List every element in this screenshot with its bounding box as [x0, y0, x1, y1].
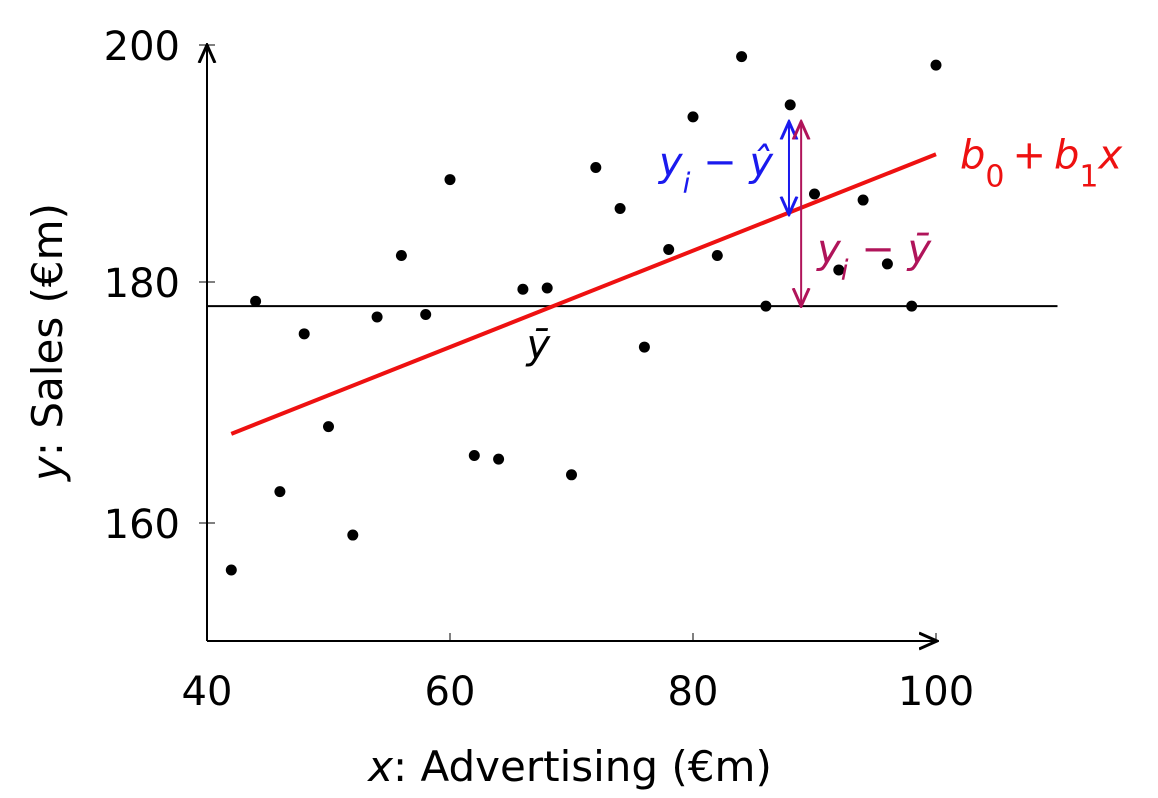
data-point — [881, 258, 893, 270]
data-point — [614, 202, 626, 214]
data-point — [298, 328, 310, 340]
x-tick-label: 60 — [425, 669, 476, 715]
mean-label: ȳ — [526, 322, 552, 368]
x-tick-label: 40 — [182, 669, 233, 715]
data-point — [517, 283, 529, 295]
data-point — [687, 111, 699, 123]
x-tick-label: 100 — [898, 669, 974, 715]
regression-line — [230, 152, 937, 436]
data-point — [468, 450, 480, 462]
y-ticks: 160 180 200 — [104, 24, 215, 548]
data-point — [541, 282, 553, 294]
data-point — [930, 59, 942, 71]
data-point — [420, 309, 432, 321]
data-point — [857, 194, 869, 206]
data-point — [395, 249, 407, 261]
data-point — [323, 421, 334, 433]
regression-label: b0 + b1x — [960, 132, 1122, 194]
data-point — [638, 341, 650, 353]
data-point — [760, 300, 772, 312]
data-point — [736, 51, 748, 63]
data-point — [250, 295, 262, 307]
data-point — [809, 188, 820, 200]
data-point — [444, 174, 456, 186]
y-tick-label: 200 — [104, 24, 180, 70]
data-point — [590, 162, 602, 174]
data-point — [663, 243, 675, 255]
data-point — [274, 486, 286, 498]
data-point — [833, 264, 845, 276]
data-points — [225, 51, 942, 576]
y-tick-label: 180 — [104, 261, 180, 307]
y-axis-title: y: Sales (€m) — [23, 203, 72, 483]
data-point — [906, 300, 918, 312]
x-tick-label: 80 — [668, 669, 719, 715]
residual-bar-label: yi − ȳ — [816, 227, 932, 287]
data-point — [566, 469, 577, 481]
residual-hat-label: yi − ŷ — [658, 140, 774, 200]
data-point — [784, 99, 796, 111]
data-point — [347, 529, 359, 541]
x-ticks: 40 60 80 100 — [182, 633, 974, 715]
data-point — [225, 564, 237, 576]
y-tick-label: 160 — [104, 502, 180, 548]
data-point — [493, 453, 505, 465]
x-axis-title: x: Advertising (€m) — [366, 742, 772, 791]
data-point — [711, 249, 723, 261]
data-point — [371, 311, 383, 323]
